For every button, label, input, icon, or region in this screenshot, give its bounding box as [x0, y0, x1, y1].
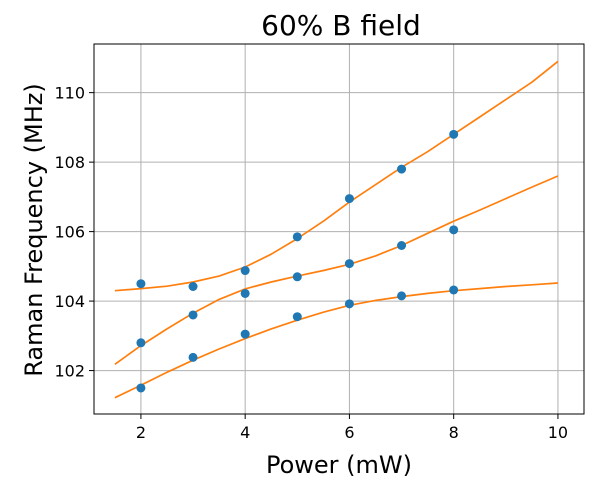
y-tick-label: 106: [54, 223, 85, 242]
data-point: [240, 288, 250, 298]
data-point: [188, 310, 198, 320]
data-point: [344, 259, 354, 269]
data-point: [240, 329, 250, 339]
data-point: [188, 352, 198, 362]
axis-ticks: 2 4 6 8 10 102 104 106 108 110: [54, 84, 568, 442]
x-tick-label: 8: [449, 423, 459, 442]
x-tick-label: 10: [548, 423, 568, 442]
data-point: [292, 232, 302, 242]
data-points: [136, 129, 459, 393]
fit-curve-3: [114, 282, 558, 399]
fit-curve-1: [114, 60, 559, 292]
x-tick-label: 4: [240, 423, 250, 442]
x-tick-label: 6: [344, 423, 354, 442]
data-point: [292, 312, 302, 322]
data-point: [397, 164, 407, 174]
y-tick-label: 104: [54, 292, 85, 311]
y-tick-label: 110: [54, 84, 85, 103]
y-axis-label: Raman Frequency (MHz): [20, 83, 48, 376]
y-tick-label: 102: [54, 362, 85, 381]
grid: [94, 44, 584, 414]
data-point: [136, 383, 146, 393]
plot-frame: [93, 43, 585, 415]
data-point: [449, 129, 459, 139]
data-point: [292, 272, 302, 282]
x-axis-label: Power (mW): [266, 451, 412, 479]
data-point: [397, 291, 407, 301]
data-point: [449, 225, 459, 235]
data-point: [397, 241, 407, 251]
data-point: [449, 285, 459, 295]
data-point: [136, 279, 146, 289]
chart-title: 60% B field: [261, 9, 421, 42]
data-point: [136, 338, 146, 348]
data-point: [344, 299, 354, 309]
x-tick-label: 2: [136, 423, 146, 442]
data-point: [188, 281, 198, 291]
y-tick-label: 108: [54, 153, 85, 172]
data-point: [344, 194, 354, 204]
data-point: [240, 266, 250, 276]
